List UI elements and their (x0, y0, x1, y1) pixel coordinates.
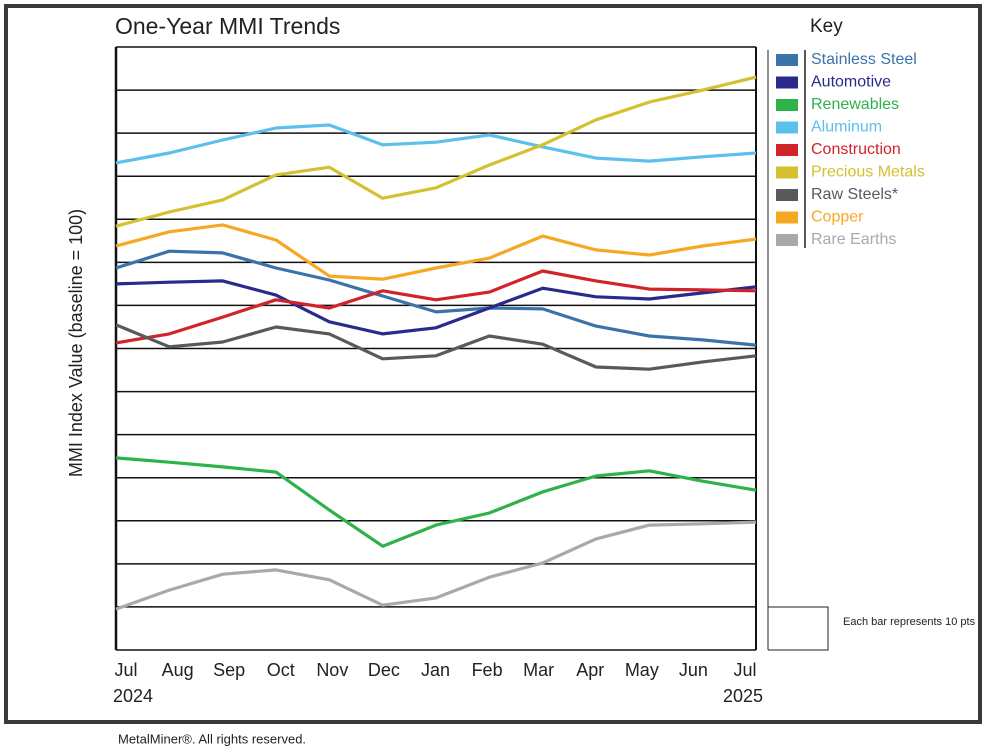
x-tick-label: Dec (368, 660, 400, 680)
x-tick-label: Jan (421, 660, 450, 680)
legend-swatch (776, 121, 798, 134)
legend-swatch (776, 99, 798, 111)
chart-title: One-Year MMI Trends (115, 13, 340, 39)
legend-title: Key (810, 16, 843, 37)
x-tick-label: Sep (213, 660, 245, 680)
year-label: 2025 (723, 686, 763, 706)
scale-note: Each bar represents 10 pts (843, 616, 976, 628)
series-line (115, 223, 757, 281)
series-line (115, 249, 757, 347)
legend-label: Aluminum (811, 119, 882, 136)
series-line (115, 279, 757, 336)
legend-swatch (776, 54, 798, 66)
x-tick-label: Apr (576, 660, 604, 680)
legend-label: Automotive (811, 74, 891, 91)
x-tick-label: Jun (679, 660, 708, 680)
legend-label: Raw Steels* (811, 186, 898, 203)
legend-swatch (776, 166, 798, 179)
scale-bracket (768, 606, 829, 651)
legend-swatch (776, 211, 798, 224)
y-axis-label: MMI Index Value (baseline = 100) (66, 209, 86, 477)
x-tick-label: May (625, 660, 659, 680)
frame (4, 4, 982, 724)
x-tick-label: Jul (733, 660, 756, 680)
year-label: 2024 (113, 686, 153, 706)
legend-swatch (776, 234, 798, 246)
legend-label: Renewables (811, 96, 899, 113)
legend-swatch (776, 144, 798, 156)
x-tick-label: Jul (114, 660, 137, 680)
x-tick-label: Oct (267, 660, 295, 680)
series-line (115, 456, 757, 548)
legend-label: Copper (811, 209, 864, 226)
series-line (115, 520, 757, 611)
x-tick-label: Nov (316, 660, 348, 680)
series-line (115, 323, 757, 371)
series-line (115, 269, 757, 345)
legend-label: Precious Metals (811, 164, 925, 181)
x-tick-label: Feb (472, 660, 503, 680)
series-line (115, 75, 757, 228)
legend-label: Rare Earths (811, 231, 896, 248)
x-tick-label: Mar (523, 660, 554, 680)
legend-swatch (776, 189, 798, 201)
legend-label: Construction (811, 141, 901, 158)
x-tick-label: Aug (162, 660, 194, 680)
footer: MetalMiner®. All rights reserved. (118, 731, 306, 746)
series-line (115, 123, 757, 165)
legend-label: Stainless Steel (811, 51, 917, 68)
legend-swatch (776, 76, 798, 89)
